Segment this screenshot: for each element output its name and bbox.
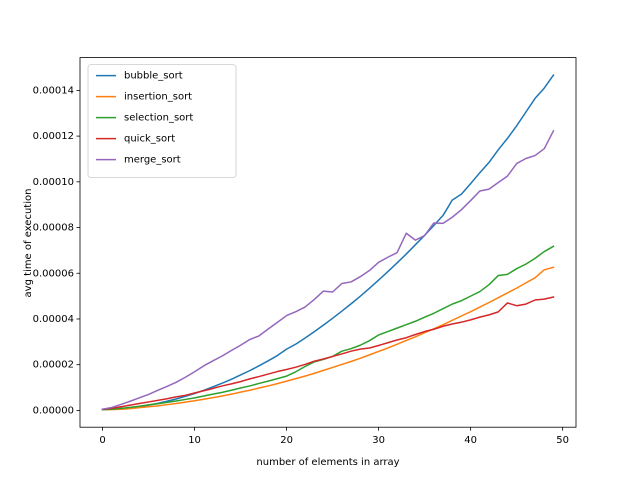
- x-tick-label: 40: [464, 435, 477, 446]
- legend-label: quick_sort: [124, 134, 175, 145]
- legend-label: bubble_sort: [124, 71, 183, 82]
- y-tick-label: 0.00014: [33, 85, 74, 96]
- y-tick-label: 0.00006: [33, 268, 74, 279]
- series-line: [101, 129, 555, 411]
- y-tick-label: 0.00000: [33, 405, 74, 416]
- y-tick-label: 0.00002: [33, 360, 74, 371]
- y-tick-label: 0.00010: [33, 177, 74, 188]
- axes-frame: [79, 57, 577, 428]
- series-line: [101, 74, 555, 411]
- legend-label: selection_sort: [124, 113, 193, 124]
- x-tick-label: 20: [280, 435, 293, 446]
- y-tick-label: 0.00004: [33, 314, 74, 325]
- y-tick-label: 0.00008: [33, 223, 74, 234]
- legend-label: merge_sort: [124, 155, 181, 166]
- x-tick-label: 10: [188, 435, 201, 446]
- x-tick-label: 30: [372, 435, 385, 446]
- legend-label: insertion_sort: [124, 92, 192, 103]
- x-tick-label: 0: [99, 435, 105, 446]
- x-axis-label: number of elements in array: [256, 457, 399, 468]
- y-tick-label: 0.00012: [33, 131, 74, 142]
- y-axis-label: avg time of execution: [23, 189, 34, 298]
- x-tick-label: 50: [556, 435, 569, 446]
- series-line: [101, 296, 555, 411]
- series-line: [101, 266, 555, 411]
- legend: bubble_sort insertion_sort selection_sortq…: [87, 64, 237, 178]
- legend-box: [87, 64, 237, 178]
